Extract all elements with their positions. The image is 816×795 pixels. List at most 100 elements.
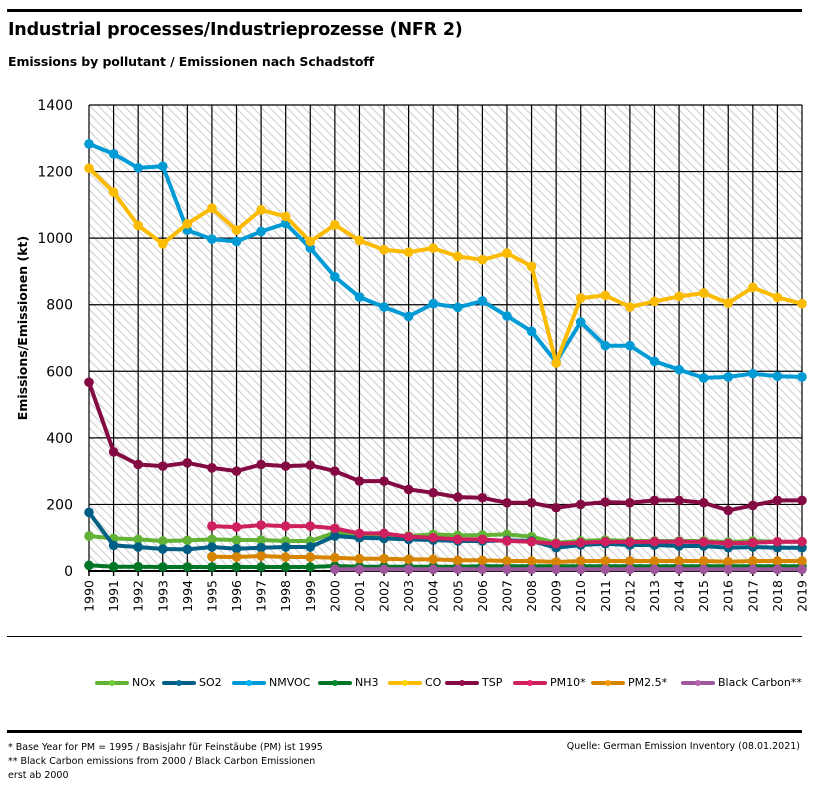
- data-point: [748, 564, 758, 575]
- legend-marker: [527, 679, 533, 686]
- data-point: [772, 292, 783, 303]
- data-point: [772, 371, 783, 382]
- data-point: [231, 225, 242, 235]
- legend-marker: [332, 679, 338, 686]
- x-tick-label: 2009: [549, 580, 564, 612]
- data-point: [428, 487, 439, 498]
- data-point: [600, 564, 611, 575]
- legend-item: PM2.5*: [591, 676, 667, 689]
- y-tick-label: 600: [46, 364, 73, 380]
- data-point: [551, 557, 561, 567]
- data-point: [526, 536, 537, 547]
- data-point: [502, 536, 512, 546]
- data-point: [182, 219, 193, 229]
- data-point: [502, 556, 512, 566]
- x-tick-label: 2015: [696, 580, 711, 612]
- series-co: [84, 163, 807, 368]
- data-point: [403, 554, 414, 565]
- data-point: [305, 243, 316, 253]
- x-tick-label: 2007: [499, 580, 514, 612]
- legend-swatch: [513, 679, 547, 686]
- data-point: [625, 340, 635, 351]
- data-point: [280, 461, 291, 471]
- data-point: [182, 544, 193, 555]
- legend-label: NMVOC: [269, 676, 311, 689]
- legend-marker: [246, 679, 252, 686]
- data-point: [157, 536, 168, 546]
- data-point: [330, 552, 340, 563]
- data-point: [575, 564, 586, 575]
- data-point: [207, 542, 217, 552]
- data-point: [797, 495, 807, 506]
- data-point: [428, 243, 439, 253]
- data-point: [231, 522, 242, 532]
- data-point: [674, 556, 684, 566]
- x-tick-label: 2013: [647, 580, 662, 612]
- data-point: [403, 247, 414, 257]
- x-tick-label: 1992: [131, 580, 146, 612]
- data-point: [723, 538, 734, 549]
- data-point: [502, 564, 512, 575]
- legend-label: Black Carbon**: [718, 676, 802, 689]
- data-point: [797, 564, 807, 575]
- data-point: [502, 311, 512, 321]
- x-tick-label: 1991: [106, 580, 121, 612]
- data-point: [452, 251, 463, 262]
- y-tick-label: 1400: [37, 98, 73, 114]
- data-point: [797, 372, 807, 382]
- x-tick-label: 1998: [278, 580, 293, 612]
- data-point: [354, 235, 365, 246]
- x-tick-label: 2012: [622, 580, 637, 612]
- x-tick-label: 1990: [82, 580, 97, 612]
- data-point: [723, 372, 734, 382]
- footnote-bc-cont: erst ab 2000: [8, 770, 69, 781]
- legend-swatch: [445, 679, 479, 686]
- legend-label: TSP: [482, 676, 503, 689]
- data-point: [772, 556, 783, 566]
- data-point: [157, 562, 168, 572]
- data-point: [625, 556, 635, 566]
- data-point: [797, 556, 807, 566]
- data-point: [723, 556, 734, 567]
- data-point: [723, 505, 734, 516]
- legend-label: CO: [425, 676, 442, 689]
- data-point: [698, 564, 709, 575]
- data-point: [330, 271, 340, 282]
- data-point: [600, 497, 611, 507]
- data-point: [797, 298, 807, 309]
- data-point: [207, 521, 217, 531]
- data-point: [502, 497, 512, 508]
- data-point: [133, 220, 143, 231]
- data-point: [330, 523, 340, 534]
- data-point: [108, 447, 119, 457]
- series-tsp: [84, 377, 807, 516]
- data-point: [452, 492, 463, 502]
- data-point: [379, 476, 389, 486]
- data-point: [575, 537, 586, 548]
- data-point: [84, 560, 94, 571]
- data-point: [477, 296, 488, 306]
- x-tick-label: 1995: [204, 580, 219, 612]
- x-tick-label: 2018: [770, 580, 785, 612]
- x-tick-label: 2008: [524, 580, 539, 612]
- data-point: [231, 543, 242, 554]
- data-point: [748, 556, 758, 566]
- data-point: [280, 562, 291, 572]
- y-tick-label: 800: [46, 298, 73, 314]
- source-note: Quelle: German Emission Inventory (08.01…: [566, 741, 800, 752]
- data-point: [379, 564, 389, 575]
- x-tick-label: 2014: [672, 580, 687, 612]
- data-point: [698, 288, 709, 298]
- data-point: [772, 495, 783, 506]
- legend-marker: [695, 679, 701, 686]
- data-point: [674, 495, 684, 506]
- legend-label: SO2: [199, 676, 222, 689]
- x-tick-label: 2000: [327, 580, 342, 612]
- x-tick-label: 1993: [155, 580, 170, 612]
- data-point: [354, 476, 365, 486]
- footnote-pm: * Base Year for PM = 1995 / Basisjahr fü…: [8, 742, 323, 753]
- chart-subtitle: Emissions by pollutant / Emissionen nach…: [8, 54, 374, 69]
- x-tick-label: 2016: [721, 580, 736, 612]
- data-point: [330, 220, 340, 230]
